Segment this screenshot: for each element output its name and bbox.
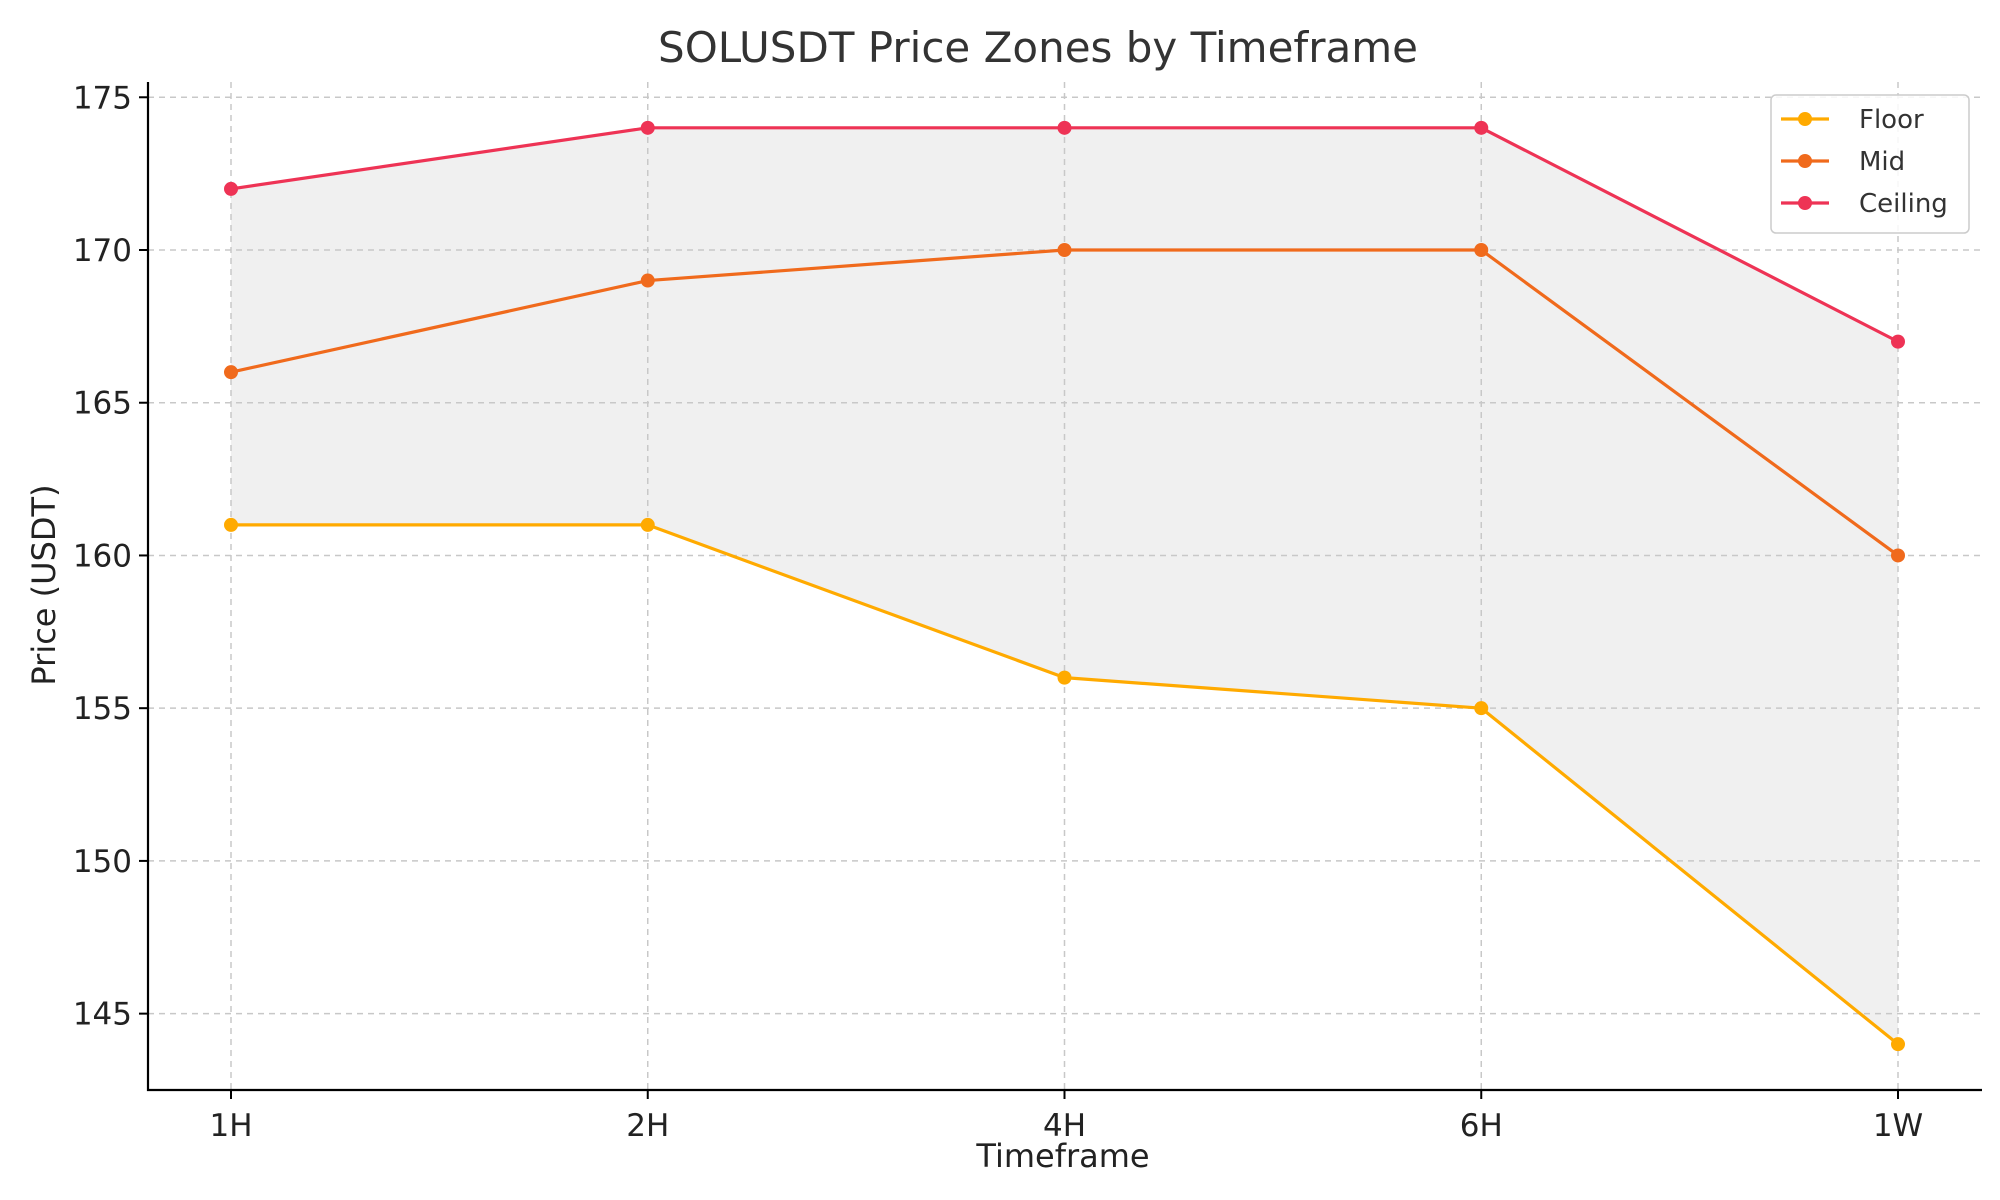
y-tick-label: 170 [73,233,132,269]
series-point-mid [1474,243,1489,257]
axes-spines [146,82,1982,1092]
plot-area: 145 150 155 160 165 170 175 1H 2H 4H 6H 1W [73,80,1982,1144]
y-tick-label: 165 [73,386,132,422]
legend-label-ceiling: Ceiling [1859,189,1948,219]
legend-label-floor: Floor [1859,105,1924,135]
x-axis-label: Timeframe [975,1137,1149,1175]
legend-label-mid: Mid [1859,147,1905,177]
zone-fill [231,127,1898,1045]
legend-marker-floor [1798,112,1812,126]
legend-marker-ceiling [1798,196,1812,210]
series-point-floor [1891,1037,1905,1052]
series-point-floor [1474,701,1489,716]
legend-marker-mid [1798,154,1812,168]
legend-box [1770,94,1970,234]
y-axis-label: Price (USDT) [25,484,63,685]
x-tick-label: 1W [1873,1108,1923,1144]
series-point-ceiling [1057,120,1072,135]
legend: Floor Mid Ceiling [1770,94,1970,234]
series-point-floor [224,517,238,532]
series-point-mid [1891,548,1905,563]
x-tick-label: 6H [1460,1108,1503,1144]
y-tick-label: 160 [73,538,132,574]
series-point-ceiling [1474,120,1489,135]
series-point-floor [1057,670,1072,685]
x-tick-label: 1H [209,1108,252,1144]
y-tick-label: 145 [73,997,132,1033]
series-point-ceiling [224,181,238,196]
series-point-mid [640,273,655,288]
series-point-mid [1057,243,1072,257]
series-point-ceiling [1891,334,1905,349]
x-tick-label: 2H [626,1108,669,1144]
chart-title: SOLUSDT Price Zones by Timeframe [658,23,1418,72]
y-tick-label: 155 [73,691,132,727]
y-tick-label: 175 [73,80,132,116]
x-tick-label: 4H [1043,1108,1086,1144]
series-point-mid [224,365,238,380]
y-tick-label: 150 [73,844,132,880]
series-point-ceiling [640,120,655,135]
series-point-floor [640,517,655,532]
